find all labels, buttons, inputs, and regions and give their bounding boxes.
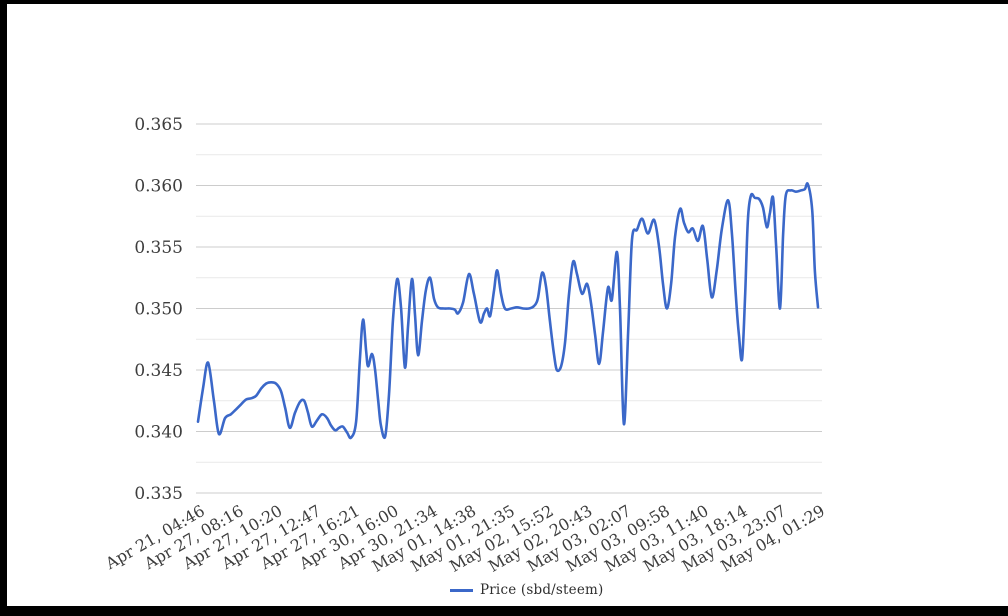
y-axis-label: 0.335 (134, 484, 183, 504)
y-axis-label: 0.360 (134, 177, 183, 197)
chart-canvas (7, 4, 1008, 606)
legend-label: Price (sbd/steem) (480, 582, 604, 598)
y-axis-label: 0.340 (134, 423, 183, 443)
y-axis-label: 0.345 (134, 361, 183, 381)
price-series-line[interactable] (196, 182, 820, 440)
chart-legend: Price (sbd/steem) (450, 582, 604, 598)
y-axis-label: 0.365 (134, 115, 183, 135)
legend-line-swatch (450, 588, 473, 592)
y-axis-label: 0.350 (134, 300, 183, 320)
y-axis-label: 0.355 (134, 238, 183, 258)
